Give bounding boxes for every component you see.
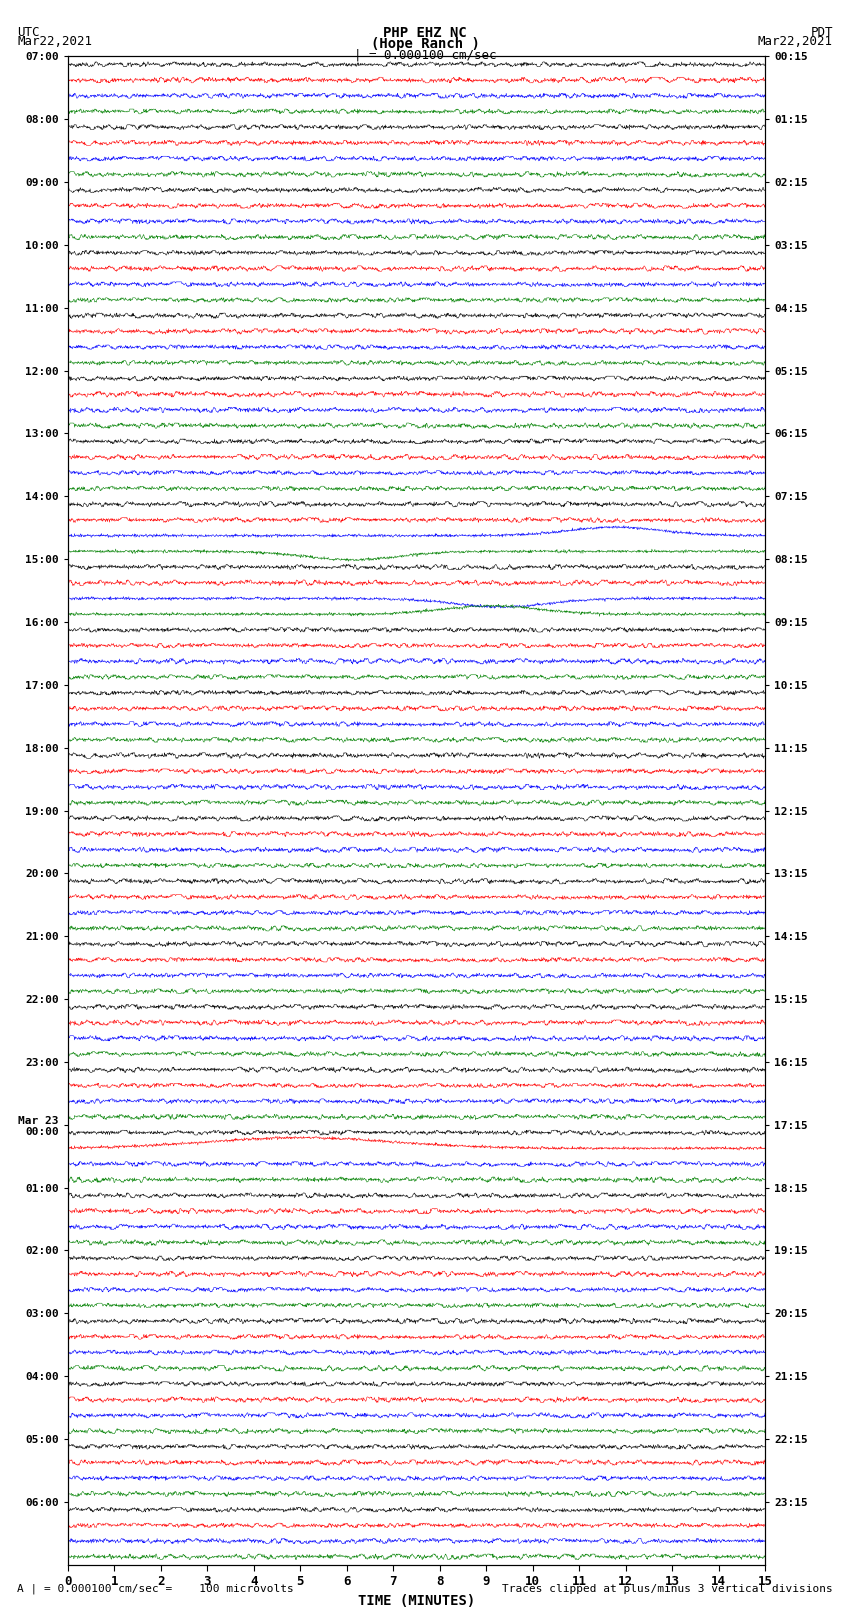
Text: PDT: PDT xyxy=(811,26,833,39)
Text: UTC: UTC xyxy=(17,26,39,39)
Text: Mar22,2021: Mar22,2021 xyxy=(758,35,833,48)
Text: PHP EHZ NC: PHP EHZ NC xyxy=(383,26,467,40)
Text: Traces clipped at plus/minus 3 vertical divisions: Traces clipped at plus/minus 3 vertical … xyxy=(502,1584,833,1594)
X-axis label: TIME (MINUTES): TIME (MINUTES) xyxy=(358,1594,475,1608)
Text: | = 0.000100 cm/sec: | = 0.000100 cm/sec xyxy=(354,48,496,61)
Text: (Hope Ranch ): (Hope Ranch ) xyxy=(371,37,479,52)
Text: A | = 0.000100 cm/sec =    100 microvolts: A | = 0.000100 cm/sec = 100 microvolts xyxy=(17,1582,294,1594)
Text: Mar22,2021: Mar22,2021 xyxy=(17,35,92,48)
